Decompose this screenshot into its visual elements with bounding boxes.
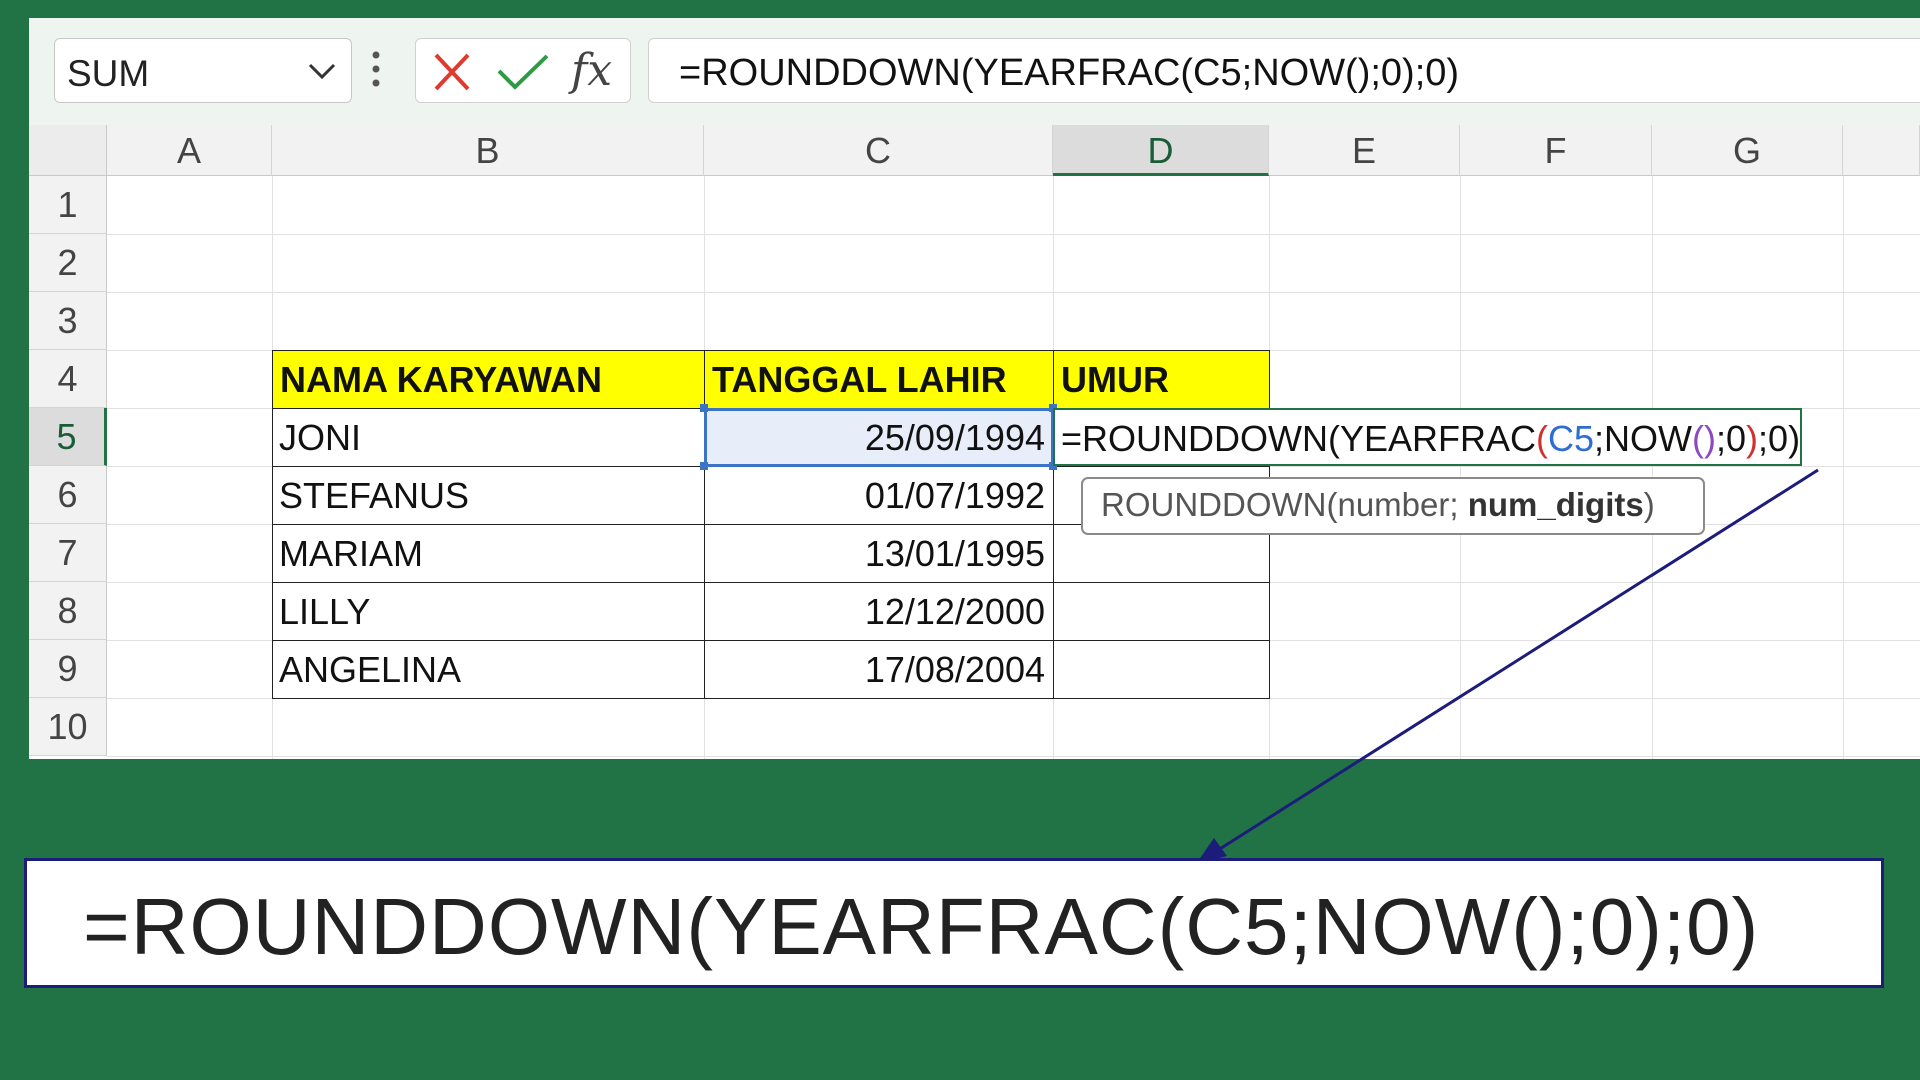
cell-date[interactable]: 13/01/1995	[704, 524, 1054, 583]
cell-umur[interactable]	[1053, 640, 1270, 699]
edit-text: ;0	[1716, 418, 1747, 459]
edit-paren: (	[1536, 418, 1549, 459]
gridline	[1460, 176, 1461, 759]
row-header-3[interactable]: 3	[29, 292, 107, 350]
edit-reference-c5: C5	[1548, 418, 1595, 459]
formula-input-text: =ROUNDDOWN(YEARFRAC(C5;NOW();0);0)	[679, 52, 1460, 94]
insert-function-icon[interactable]: fx	[571, 45, 613, 96]
column-header-next[interactable]	[1843, 125, 1920, 176]
cell-d5-editing[interactable]: =ROUNDDOWN(YEARFRAC(C5;NOW();0);0)	[1053, 408, 1803, 466]
header-umur[interactable]: UMUR	[1053, 350, 1270, 409]
row-header-4[interactable]: 4	[29, 350, 107, 408]
column-header-d[interactable]: D	[1053, 125, 1269, 176]
header-tanggal-lahir[interactable]: TANGGAL LAHIR	[704, 350, 1054, 409]
gridline	[1652, 176, 1653, 759]
cell-date-c5[interactable]: 25/09/1994	[704, 408, 1054, 467]
tooltip-func: ROUNDDOWN(number;	[1101, 486, 1468, 523]
gridline	[1843, 176, 1844, 759]
tooltip-close: )	[1643, 486, 1655, 523]
cell-name[interactable]: MARIAM	[272, 524, 705, 583]
excel-window: SUM fx =ROUNDDOWN(YEARFRAC(C5;NOW();0);0…	[29, 18, 1920, 759]
edit-paren: ()	[1692, 418, 1717, 459]
row-header-6[interactable]: 6	[29, 466, 107, 524]
edit-text: =ROUNDDOWN(YEARFRAC	[1061, 418, 1537, 459]
select-all-corner[interactable]	[29, 125, 107, 176]
cell-date[interactable]: 12/12/2000	[704, 582, 1054, 641]
cell-date[interactable]: 17/08/2004	[704, 640, 1054, 699]
formula-callout-box: =ROUNDDOWN(YEARFRAC(C5;NOW();0);0)	[24, 858, 1884, 988]
cell-name[interactable]: STEFANUS	[272, 466, 705, 525]
edit-paren: )	[1746, 418, 1759, 459]
column-header-a[interactable]: A	[107, 125, 272, 176]
header-nama-karyawan[interactable]: NAMA KARYAWAN	[272, 350, 705, 409]
row-header-8[interactable]: 8	[29, 582, 107, 640]
name-box-value: SUM	[67, 53, 150, 94]
chevron-down-icon[interactable]	[307, 61, 337, 86]
column-header-c[interactable]: C	[704, 125, 1053, 176]
gridline	[107, 756, 1920, 757]
edit-text: ;NOW	[1594, 418, 1693, 459]
selection-handle[interactable]	[700, 404, 708, 412]
cell-umur[interactable]	[1053, 582, 1270, 641]
function-tooltip[interactable]: ROUNDDOWN(number; num_digits)	[1081, 477, 1705, 535]
selection-handle[interactable]	[1049, 462, 1057, 470]
formula-buttons: fx	[415, 38, 631, 103]
formula-bar-area: SUM fx =ROUNDDOWN(YEARFRAC(C5;NOW();0);0…	[29, 18, 1920, 125]
row-header-7[interactable]: 7	[29, 524, 107, 582]
name-box[interactable]: SUM	[54, 38, 352, 103]
row-header-1[interactable]: 1	[29, 176, 107, 234]
column-header-f[interactable]: F	[1460, 125, 1652, 176]
edit-text: ;0)	[1758, 418, 1801, 459]
row-header-10[interactable]: 10	[29, 698, 107, 756]
selection-handle[interactable]	[700, 462, 708, 470]
formula-input[interactable]: =ROUNDDOWN(YEARFRAC(C5;NOW();0);0)	[648, 38, 1920, 103]
column-header-e[interactable]: E	[1269, 125, 1460, 176]
cell-name[interactable]: LILLY	[272, 582, 705, 641]
column-header-b[interactable]: B	[272, 125, 704, 176]
row-header-2[interactable]: 2	[29, 234, 107, 292]
cancel-icon[interactable]	[430, 53, 474, 96]
formula-callout-text: =ROUNDDOWN(YEARFRAC(C5;NOW();0);0)	[83, 882, 1760, 971]
column-header-g[interactable]: G	[1652, 125, 1843, 176]
more-options-icon[interactable]	[371, 50, 381, 95]
gridline	[107, 292, 1920, 293]
cell-date[interactable]: 01/07/1992	[704, 466, 1054, 525]
tooltip-bold-arg[interactable]: num_digits	[1467, 486, 1644, 523]
worksheet-grid[interactable]: A B C D E F G 1 2 3 4 5 6 7 8 9 10	[29, 125, 1920, 759]
row-header-5[interactable]: 5	[29, 408, 107, 466]
gridline	[107, 234, 1920, 235]
row-header-9[interactable]: 9	[29, 640, 107, 698]
enter-check-icon[interactable]	[496, 53, 550, 96]
cell-name[interactable]: JONI	[272, 408, 705, 467]
cell-name[interactable]: ANGELINA	[272, 640, 705, 699]
